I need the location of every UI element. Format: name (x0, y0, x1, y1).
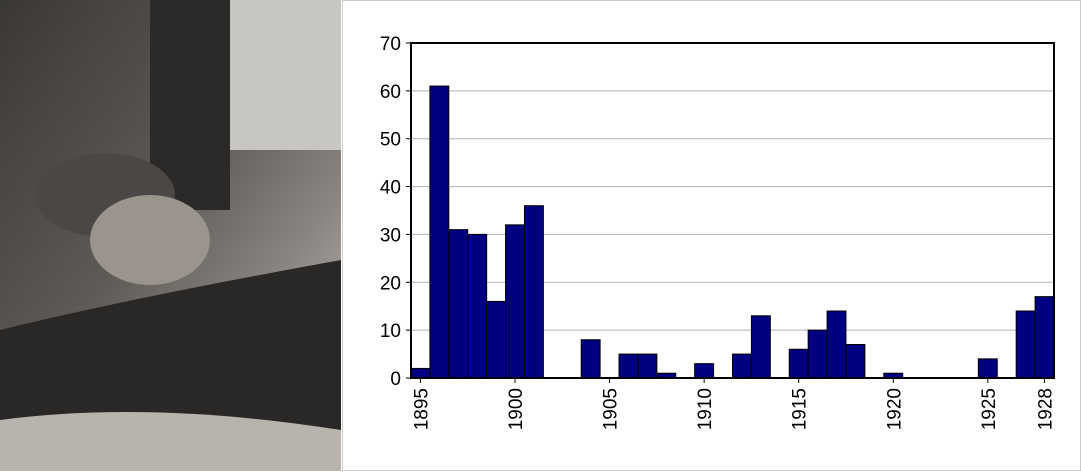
bar (788, 348, 809, 379)
y-tick-label: 70 (380, 34, 401, 55)
y-tick-label: 60 (380, 82, 401, 103)
bar (1015, 310, 1036, 379)
x-tick-label: 1915 (790, 388, 811, 430)
bar (467, 233, 488, 379)
bar (1034, 296, 1055, 379)
bar (694, 363, 715, 379)
bar (732, 353, 752, 379)
bar (410, 367, 431, 379)
bar (845, 344, 866, 379)
y-tick-label: 50 (380, 130, 401, 151)
photo (0, 0, 341, 471)
bar (807, 329, 828, 379)
bar (580, 339, 601, 379)
x-tick-label: 1905 (601, 388, 622, 430)
x-tick-label: 1928 (1036, 388, 1057, 430)
plot-frame (410, 42, 1055, 379)
bar (826, 310, 847, 379)
x-tick-label: 1900 (506, 388, 527, 430)
bar (977, 358, 998, 379)
chart: 0 10 20 30 40 50 60 70 1895 1900 1905 1910 1915 1920 1… (380, 34, 1057, 430)
bar (429, 85, 450, 379)
y-tick-label: 40 (380, 178, 401, 199)
y-tick-label: 20 (380, 273, 401, 294)
x-tick-label: 1920 (884, 388, 905, 430)
x-tick-label: 1895 (411, 388, 432, 430)
x-tick-label: 1910 (695, 388, 716, 430)
bar (486, 300, 507, 379)
bar (523, 205, 544, 379)
bar (505, 224, 525, 379)
bar (637, 353, 658, 379)
y-tick-label: 30 (380, 225, 401, 246)
x-tick-label: 1925 (979, 388, 1000, 430)
bar (448, 229, 469, 379)
bar (750, 315, 771, 379)
y-tick-label: 0 (390, 369, 401, 390)
y-tick-label: 10 (380, 321, 401, 342)
bar (618, 353, 639, 379)
